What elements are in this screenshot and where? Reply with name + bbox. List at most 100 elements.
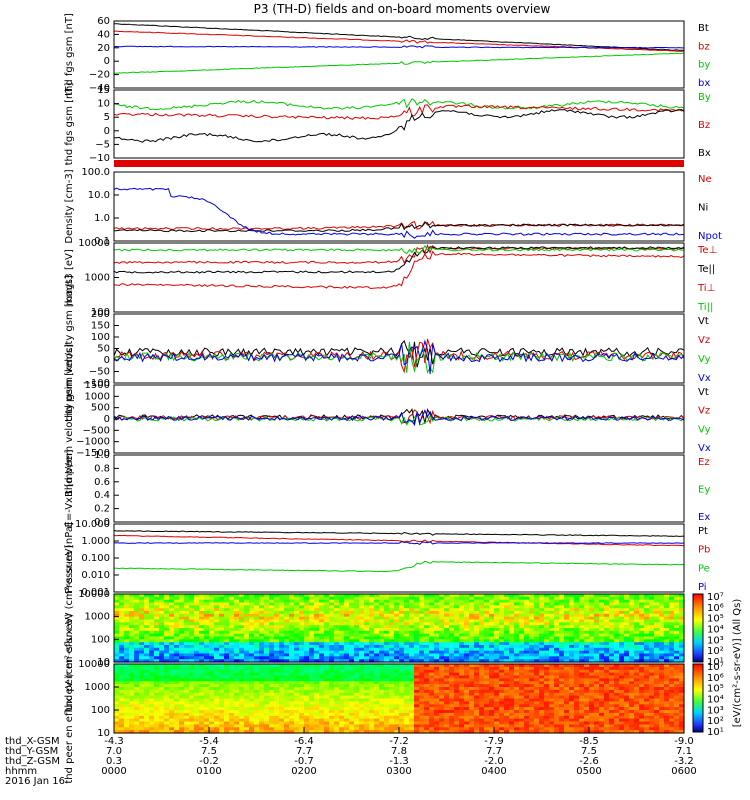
spectrogram-cell [499, 664, 505, 668]
spectrogram-cell [469, 594, 475, 598]
spectrogram-cell [519, 727, 525, 731]
spectrogram-cell [334, 628, 340, 632]
spectrogram-cell [384, 613, 390, 618]
spectrogram-cell [604, 653, 610, 657]
spectrogram-cell [679, 611, 685, 615]
spectrogram-cell [339, 707, 345, 711]
spectrogram-cell [494, 689, 500, 694]
spectrogram-cell [424, 707, 430, 711]
spectrogram-cell [464, 701, 470, 705]
spectrogram-cell [494, 678, 500, 682]
series-line [113, 30, 685, 52]
spectrogram-cell [139, 628, 145, 632]
spectrogram-cell [119, 730, 125, 734]
spectrogram-cell [609, 653, 615, 657]
spectrogram-cell [559, 594, 565, 598]
spectrogram-cell [209, 611, 215, 615]
spectrogram-cell [219, 608, 225, 612]
spectrogram-cell [414, 647, 420, 652]
spectrogram-cell [514, 616, 520, 621]
spectrogram-cell [144, 724, 150, 728]
spectrogram-cell [219, 712, 225, 717]
spectrogram-cell [189, 689, 195, 694]
spectrogram-cell [454, 636, 460, 640]
spectrogram-cell [309, 656, 315, 660]
spectrogram-cell [114, 727, 120, 731]
spectrogram-cell [354, 669, 360, 674]
spectrogram-cell [484, 669, 490, 674]
spectrogram-cell [319, 642, 325, 646]
spectrogram-cell [349, 695, 355, 700]
spectrogram-cell [349, 596, 355, 601]
spectrogram-cell [339, 594, 345, 598]
spectrogram-cell [584, 594, 590, 598]
spectrogram-cell [209, 687, 215, 691]
spectrogram-cell [604, 608, 610, 612]
spectrogram-cell [219, 647, 225, 652]
y-tick-label: 1000 [85, 391, 110, 402]
spectrogram-cell [609, 599, 615, 604]
y-axis-label: magt3 [eV] [64, 249, 75, 306]
spectrogram-cell [564, 633, 570, 638]
spectrogram-cell [649, 611, 655, 615]
spectrogram-cell [394, 605, 400, 609]
spectrogram-cell [374, 608, 380, 612]
spectrogram-cell [459, 639, 465, 643]
spectrogram-cell [394, 594, 400, 598]
spectrogram-cell [249, 715, 255, 720]
spectrogram-cell [414, 698, 420, 702]
spectrogram-cell [679, 608, 685, 612]
spectrogram-cell [219, 630, 225, 635]
spectrogram-cell [589, 613, 595, 618]
spectrogram-cell [279, 645, 285, 649]
spectrogram-cell [224, 650, 230, 655]
spectrogram-cell [334, 684, 340, 688]
spectrogram-cell [149, 695, 155, 700]
spectrogram-cell [524, 659, 530, 663]
spectrogram-cell [369, 636, 375, 640]
spectrogram-cell [414, 602, 420, 606]
spectrogram-cell [644, 647, 650, 652]
spectrogram-cell [519, 619, 525, 623]
spectrogram-cell [149, 687, 155, 691]
spectrogram-cell [289, 628, 295, 632]
spectrogram-cell [544, 666, 550, 671]
spectrogram-cell [494, 721, 500, 725]
spectrogram-cell [374, 664, 380, 668]
spectrogram-cell [254, 689, 260, 694]
spectrogram-cell [269, 707, 275, 711]
spectrogram-cell [629, 611, 635, 615]
spectrogram-cell [284, 613, 290, 618]
spectrogram-cell [254, 718, 260, 723]
spectrogram-cell [464, 664, 470, 668]
spectrogram-cell [189, 636, 195, 640]
spectrogram-cell [289, 605, 295, 609]
spectrogram-cell [254, 666, 260, 671]
spectrogram-cell [574, 645, 580, 649]
spectrogram-cell [244, 692, 250, 697]
spectrogram-cell [379, 605, 385, 609]
spectrogram-cell [479, 633, 485, 638]
spectrogram-cell [174, 613, 180, 618]
spectrogram-cell [184, 625, 190, 629]
spectrogram-cell [489, 625, 495, 629]
spectrogram-cell [189, 630, 195, 635]
spectrogram-cell [309, 701, 315, 705]
spectrogram-cell [359, 630, 365, 635]
spectrogram-cell [299, 633, 305, 638]
spectrogram-cell [164, 599, 170, 604]
spectrogram-cell [309, 628, 315, 632]
spectrogram-cell [319, 710, 325, 714]
spectrogram-cell [244, 727, 250, 731]
spectrogram-cell [199, 619, 205, 623]
spectrogram-cell [204, 701, 210, 705]
spectrogram-cell [149, 669, 155, 674]
spectrogram-cell [234, 630, 240, 635]
spectrogram-cell [404, 636, 410, 640]
spectrogram-cell [149, 645, 155, 649]
spectrogram-cell [279, 695, 285, 700]
spectrogram-cell [239, 633, 245, 638]
spectrogram-cell [494, 730, 500, 734]
spectrogram-cell [444, 650, 450, 655]
